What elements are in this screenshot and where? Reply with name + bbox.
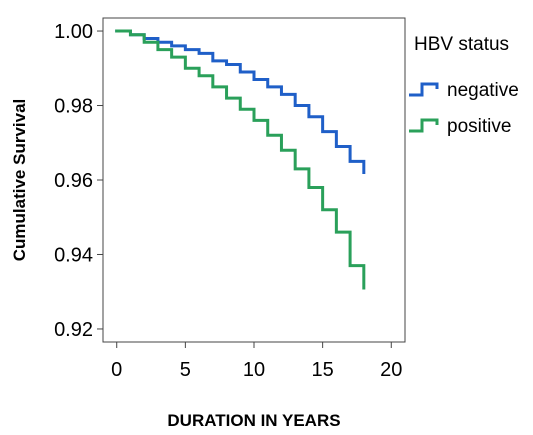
x-tick-label: 5 <box>180 359 191 381</box>
x-axis-ticks: 0 5 10 15 20 <box>111 342 402 381</box>
x-tick-label: 0 <box>111 359 122 381</box>
y-axis-ticks: 0.92 0.94 0.96 0.98 1.00 <box>54 21 103 341</box>
legend-label-negative: negative <box>447 80 519 101</box>
legend-label-positive: positive <box>447 116 511 137</box>
series-lines <box>115 29 366 290</box>
x-tick-label: 10 <box>243 359 265 381</box>
legend-title: HBV status <box>414 34 509 55</box>
y-tick-label: 0.92 <box>54 319 93 341</box>
y-tick-label: 1.00 <box>54 21 93 43</box>
x-tick-label: 20 <box>380 359 402 381</box>
plot-frame <box>102 17 406 343</box>
y-tick-label: 0.96 <box>54 170 93 192</box>
y-tick-label: 0.94 <box>54 244 93 266</box>
y-axis-title: Cumulative Survival <box>10 99 29 262</box>
legend-symbol-negative <box>409 82 439 97</box>
y-tick-label: 0.98 <box>54 96 93 118</box>
legend-symbol-positive <box>409 118 439 133</box>
x-axis-title: DURATION IN YEARS <box>167 411 340 430</box>
legend: HBV status negative positive <box>409 34 519 137</box>
series-line-positive <box>115 29 366 290</box>
x-tick-label: 15 <box>312 359 334 381</box>
